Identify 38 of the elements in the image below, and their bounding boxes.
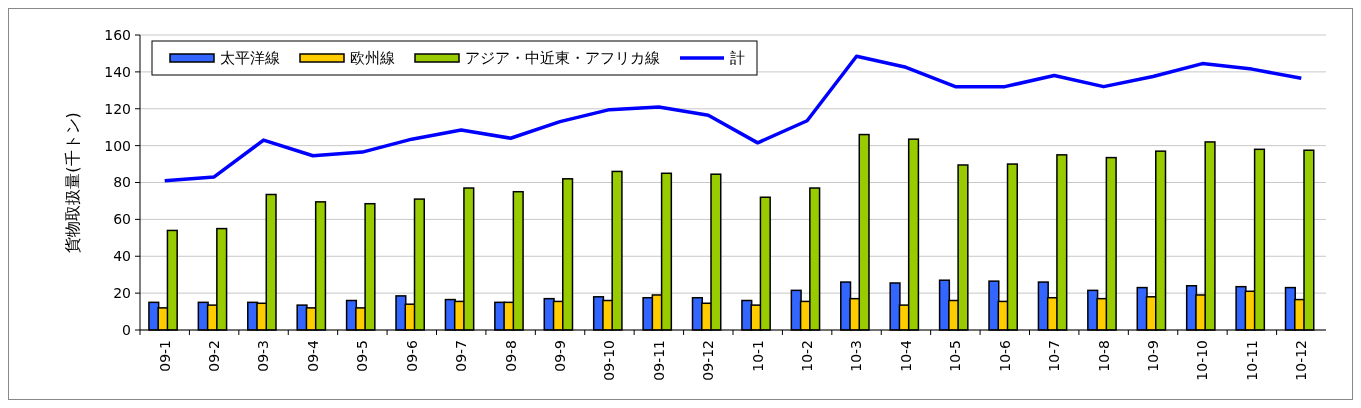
- x-tick-label: 10-9: [1144, 340, 1161, 372]
- x-tick-label: 10-10: [1194, 340, 1211, 381]
- x-tick-label: 10-8: [1095, 340, 1112, 372]
- legend-label: 計: [730, 49, 745, 68]
- y-tick-label: 80: [113, 174, 131, 191]
- x-tick-label: 09-8: [502, 340, 519, 372]
- y-tick-label: 20: [113, 285, 131, 302]
- x-tick-label: 09-2: [206, 340, 223, 372]
- x-tick-label: 10-4: [897, 339, 914, 372]
- x-tick-label: 10-3: [848, 340, 865, 372]
- y-tick-label: 160: [104, 26, 131, 43]
- x-tick-label: 10-12: [1293, 340, 1310, 381]
- x-tick-label: 09-11: [650, 340, 667, 381]
- x-tick-label: 10-11: [1243, 340, 1260, 381]
- x-tick-label: 09-9: [551, 340, 568, 372]
- legend-label: 欧州線: [350, 49, 395, 68]
- x-tick-label: 10-5: [947, 340, 964, 372]
- legend-label: アジア・中近東・アフリカ線: [465, 49, 660, 68]
- x-tick-label: 09-12: [700, 340, 717, 381]
- x-tick-label: 09-3: [255, 340, 272, 372]
- x-tick-label: 09-10: [601, 340, 618, 381]
- y-tick-label: 120: [104, 100, 131, 117]
- x-tick-label: 10-1: [749, 340, 766, 372]
- x-tick-label: 09-6: [403, 339, 420, 372]
- x-tick-label: 10-2: [799, 340, 816, 372]
- y-tick-label: 100: [104, 137, 131, 154]
- y-tick-label: 140: [104, 63, 131, 80]
- legend-label: 太平洋線: [220, 49, 280, 68]
- x-tick-label: 10-7: [1046, 340, 1063, 372]
- x-tick-label: 09-7: [453, 340, 470, 372]
- y-tick-label: 0: [122, 321, 131, 338]
- x-tick-label: 09-1: [156, 340, 173, 372]
- y-tick-label: 60: [113, 211, 131, 228]
- y-axis-title: 貨物取扱量(千トン): [63, 112, 82, 253]
- x-tick-label: 09-5: [354, 340, 371, 372]
- x-tick-label: 10-6: [996, 339, 1013, 372]
- y-tick-label: 40: [113, 248, 131, 265]
- x-tick-label: 09-4: [304, 339, 321, 372]
